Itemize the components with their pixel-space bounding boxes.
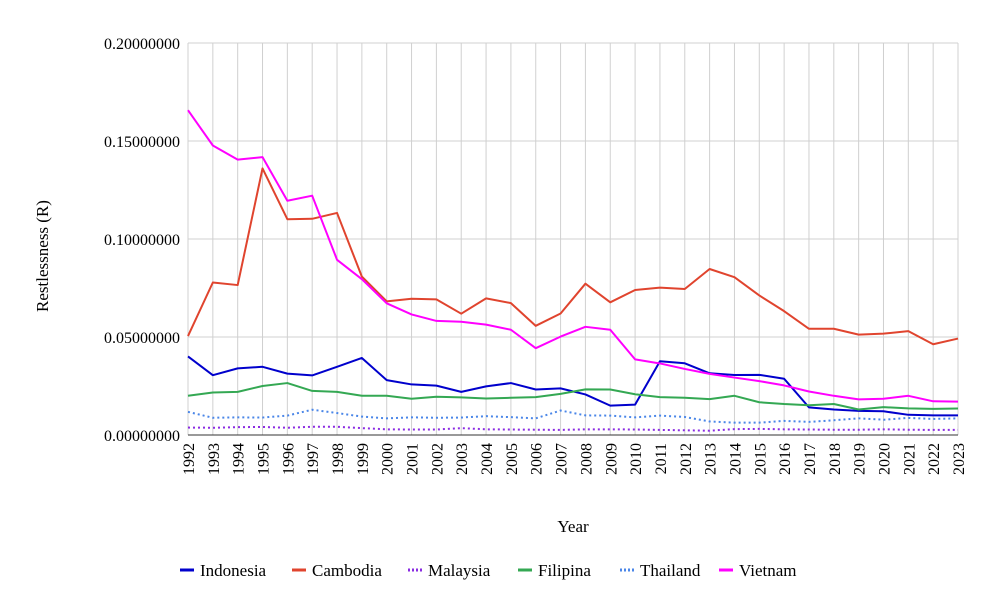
x-axis-title: Year [557, 517, 589, 536]
y-tick-label: 0.15000000 [104, 134, 180, 151]
legend-label: Thailand [640, 561, 701, 580]
x-tick-label: 2006 [529, 443, 546, 475]
x-tick-label: 2001 [405, 443, 422, 475]
x-tick-label: 2023 [951, 443, 968, 475]
legend-label: Filipina [538, 561, 591, 580]
y-tick-label: 0.10000000 [104, 232, 180, 249]
y-axis-ticks: 0.00000000 0.05000000 0.10000000 0.15000000… [104, 36, 180, 445]
x-tick-label: 2000 [380, 443, 397, 475]
x-tick-label: 2014 [727, 443, 744, 475]
x-axis-ticks: 1992 1993 1994 1995 1996 1997 1998 1999 2000 2001… [181, 443, 968, 475]
x-tick-label: 1995 [256, 443, 273, 475]
x-tick-label: 2012 [678, 443, 695, 475]
y-tick-label: 0.05000000 [104, 330, 180, 347]
gridlines [187, 42, 959, 436]
x-tick-label: 2008 [578, 443, 595, 475]
y-axis-title: Restlessness (R) [33, 200, 52, 312]
series-line-malaysia [187, 425, 958, 432]
x-tick-label: 1994 [231, 443, 248, 475]
legend-item-filipina: Filipina [518, 561, 591, 580]
x-tick-label: 2015 [752, 443, 769, 475]
legend-item-indonesia: Indonesia [180, 561, 267, 580]
legend-label: Vietnam [739, 561, 797, 580]
x-tick-label: 2022 [926, 443, 943, 475]
x-tick-label: 2018 [827, 443, 844, 475]
x-tick-label: 2011 [653, 443, 670, 474]
legend-label: Indonesia [200, 561, 267, 580]
x-tick-label: 2004 [479, 443, 496, 475]
x-tick-label: 2016 [777, 443, 794, 475]
x-tick-label: 1999 [355, 443, 372, 475]
x-tick-label: 2003 [454, 443, 471, 475]
legend-label: Malaysia [428, 561, 491, 580]
series-lines [187, 109, 959, 432]
legend-item-cambodia: Cambodia [292, 561, 382, 580]
x-tick-label: 2010 [628, 443, 645, 475]
x-tick-label: 2013 [703, 443, 720, 475]
x-tick-label: 2020 [876, 443, 893, 475]
x-tick-label: 1992 [181, 443, 198, 475]
x-tick-label: 1997 [305, 443, 322, 475]
legend-item-vietnam: Vietnam [719, 561, 797, 580]
x-tick-label: 2002 [429, 443, 446, 475]
x-tick-label: 2017 [802, 443, 819, 475]
x-tick-label: 2009 [603, 443, 620, 475]
x-tick-label: 2007 [554, 443, 571, 475]
y-tick-label: 0.20000000 [104, 36, 180, 53]
x-tick-label: 1998 [330, 443, 347, 475]
y-tick-label: 0.00000000 [104, 428, 180, 445]
x-tick-label: 1993 [206, 443, 223, 475]
series-line-vietnam [187, 109, 959, 403]
legend: Indonesia Cambodia Malaysia Filipina Thailan… [180, 561, 797, 580]
legend-item-thailand: Thailand [620, 561, 701, 580]
legend-label: Cambodia [312, 561, 382, 580]
series-line-filipina [187, 382, 959, 411]
x-tick-label: 2005 [504, 443, 521, 475]
x-tick-label: 2021 [901, 443, 918, 475]
series-line-cambodia [187, 167, 959, 346]
series-line-thailand [187, 408, 959, 424]
legend-item-malaysia: Malaysia [408, 561, 491, 580]
x-tick-label: 1996 [280, 443, 297, 475]
x-tick-label: 2019 [852, 443, 869, 475]
